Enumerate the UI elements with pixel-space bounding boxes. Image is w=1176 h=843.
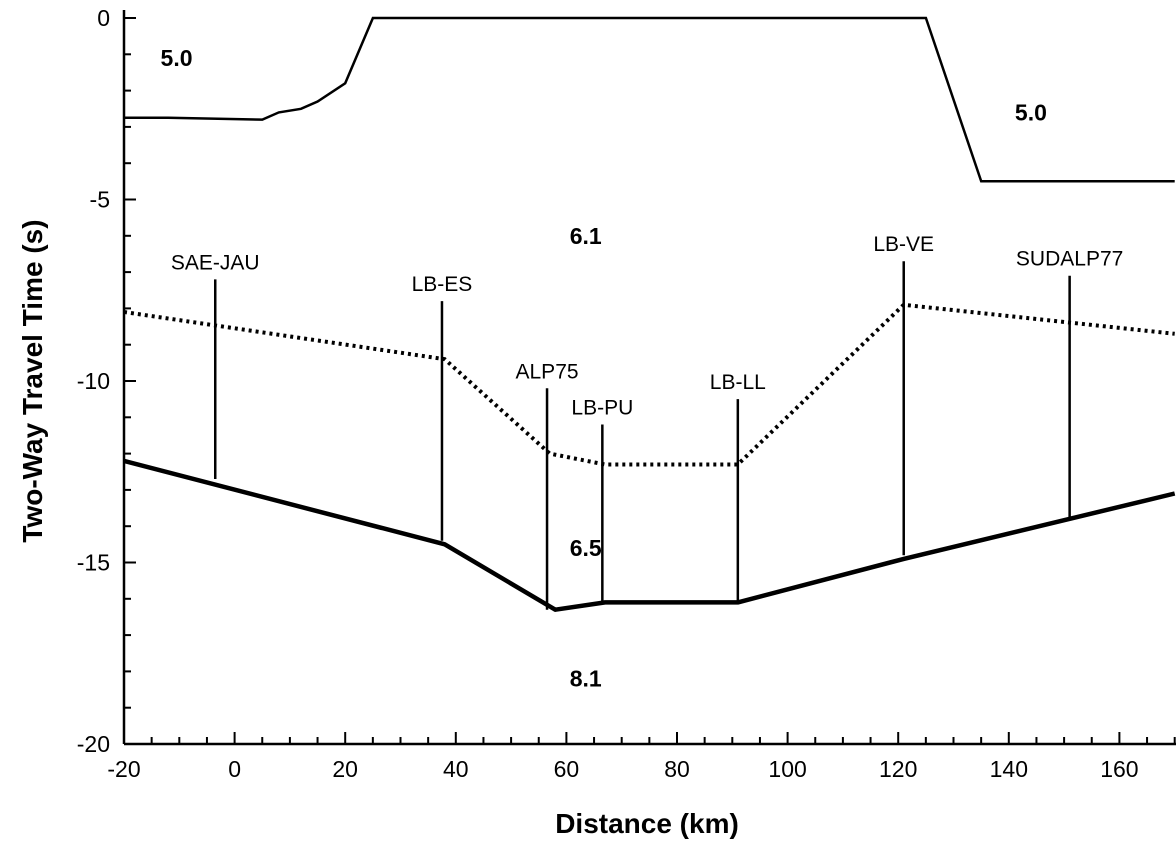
profile-label: LB-LL	[710, 371, 766, 394]
profile-label: LB-PU	[571, 397, 633, 420]
x-tick-label: 160	[1100, 756, 1138, 782]
x-tick-label: 40	[443, 756, 469, 782]
y-tick-label: -5	[90, 187, 110, 213]
x-tick-label: -20	[107, 756, 140, 782]
velocity-label: 5.0	[161, 45, 193, 71]
x-tick-label: 140	[990, 756, 1028, 782]
x-tick-label: 120	[879, 756, 917, 782]
x-tick-label: 80	[664, 756, 690, 782]
velocity-label: 5.0	[1015, 99, 1047, 125]
x-tick-label: 100	[768, 756, 806, 782]
dotted-boundary-line	[124, 302, 1175, 467]
x-axis-title: Distance (km)	[555, 808, 739, 839]
profile-label: ALP75	[516, 360, 579, 383]
velocity-label: 6.1	[570, 223, 602, 249]
y-tick-label: -15	[77, 550, 110, 576]
x-tick-label: 0	[228, 756, 241, 782]
y-tick-label: 0	[97, 5, 110, 31]
y-tick-label: -10	[77, 368, 110, 394]
profile-label: SUDALP77	[1016, 248, 1123, 271]
profile-layer: SAE-JAU LB-ES ALP75 LB-PU LB-LL LB-VE SUDALP77	[171, 233, 1123, 610]
upper-boundary-line	[124, 16, 1175, 183]
y-tick-label: -20	[77, 731, 110, 757]
tick-labels: 0 -5 -10 -15 -20-20 0 20 40 60 80 100 120 140 160	[77, 5, 1139, 782]
profile-label: SAE-JAU	[171, 251, 260, 274]
axes	[122, 10, 1176, 746]
lower-boundary-line	[124, 458, 1176, 612]
velocity-label: 6.5	[570, 535, 602, 561]
y-axis-title: Two-Way Travel Time (s)	[17, 219, 48, 542]
x-tick-label: 60	[554, 756, 580, 782]
label-layer: 5.0 5.0 6.1 6.5 8.1	[161, 45, 1047, 692]
profile-label: LB-VE	[873, 233, 934, 256]
profile-label: LB-ES	[412, 273, 473, 296]
velocity-label: 8.1	[570, 666, 602, 692]
x-tick-label: 20	[332, 756, 358, 782]
